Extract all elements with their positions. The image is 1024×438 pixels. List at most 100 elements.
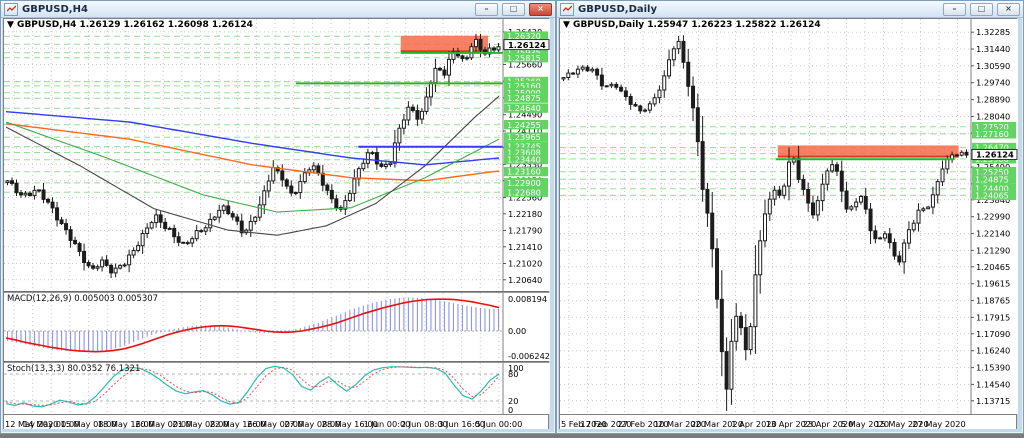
svg-text:1.22180: 1.22180 <box>508 209 542 219</box>
svg-text:26 May 00:00: 26 May 00:00 <box>247 419 303 429</box>
horizontal-lines[interactable] <box>295 51 503 148</box>
macd-axis[interactable]: 0.008194 0.00 -0.006242 <box>502 293 550 361</box>
svg-text:1.26470: 1.26470 <box>975 143 1009 153</box>
restore-button[interactable]: □ <box>970 2 993 16</box>
chart-window-daily[interactable]: GBPUSD,Daily – □ × 1.32285 1.31440 1.30590… <box>556 0 1024 434</box>
svg-text:22 May 16:00: 22 May 16:00 <box>210 419 266 429</box>
titlebar-h4[interactable]: GBPUSD,H4 – □ × <box>1 1 555 18</box>
svg-text:1.23965: 1.23965 <box>507 132 541 142</box>
pane-separator[interactable] <box>4 361 548 363</box>
time-axis-daily[interactable]: 5 Feb 2020 17 Feb 2020 27 Feb 2020 10 Mar 2… <box>560 414 1016 429</box>
svg-text:1.29740: 1.29740 <box>976 78 1010 88</box>
svg-text:5 Jun 00:00: 5 Jun 00:00 <box>475 419 522 429</box>
svg-text:1.24490: 1.24490 <box>508 110 542 120</box>
chart-window-icon <box>560 2 574 16</box>
svg-text:1.21790: 1.21790 <box>508 226 542 236</box>
price-axis[interactable]: 1.32285 1.31440 1.30590 1.29740 1.28890 1.280… <box>970 19 1018 414</box>
svg-text:1.18765: 1.18765 <box>976 296 1010 306</box>
price-chart-canvas-h4[interactable]: 1.264201.260401.256601.252701.248801.244… <box>4 19 550 291</box>
svg-text:1.17915: 1.17915 <box>976 312 1010 322</box>
close-button[interactable]: × <box>997 2 1020 16</box>
svg-text:1.27520: 1.27520 <box>975 122 1009 132</box>
chart-window-h4[interactable]: GBPUSD,H4 – □ × 1.264201.260401.256601.2… <box>0 0 556 434</box>
svg-text:1.20640: 1.20640 <box>508 275 542 285</box>
svg-text:1.17090: 1.17090 <box>976 329 1010 339</box>
svg-text:1.22560: 1.22560 <box>508 193 542 203</box>
minimize-button[interactable]: – <box>943 2 966 16</box>
price-chart-canvas-daily[interactable]: 1.32285 1.31440 1.30590 1.29740 1.28890 1.280… <box>560 19 1018 414</box>
svg-text:15 May 08:00: 15 May 08:00 <box>61 419 117 429</box>
svg-text:1.32285: 1.32285 <box>976 27 1010 37</box>
svg-text:1.16240: 1.16240 <box>976 346 1010 356</box>
window-title: GBPUSD,H4 <box>22 3 88 15</box>
svg-text:-0.006242: -0.006242 <box>508 351 550 361</box>
svg-text:100: 100 <box>508 363 524 373</box>
macd-canvas[interactable]: 0.008194 0.00 -0.006242 <box>4 293 550 361</box>
svg-text:1.24110: 1.24110 <box>508 126 542 136</box>
macd-pane[interactable]: 0.008194 0.00 -0.006242 MACD(12,26,9) 0.00… <box>4 293 550 361</box>
svg-text:1 Apr 2020: 1 Apr 2020 <box>731 419 776 429</box>
pane-separator[interactable] <box>4 291 548 293</box>
current-price-badge: 1.26124 <box>971 149 1018 160</box>
price-chart-daily[interactable]: 1.32285 1.31440 1.30590 1.29740 1.28890 1.280… <box>560 19 1018 414</box>
titlebar-daily[interactable]: GBPUSD,Daily – □ × <box>557 1 1023 18</box>
svg-text:27 Feb 2020: 27 Feb 2020 <box>618 419 669 429</box>
stochastic-pane[interactable]: 100 80 20 0 Stoch(13,3,3) 80.0352 76.1321 <box>4 363 550 414</box>
svg-text:0.008194: 0.008194 <box>508 294 547 304</box>
svg-text:1.23745: 1.23745 <box>507 142 541 152</box>
svg-text:10 Mar 2020: 10 Mar 2020 <box>654 419 706 429</box>
svg-text:3 Jun 16:00: 3 Jun 16:00 <box>438 419 485 429</box>
resistance-zone[interactable] <box>400 35 489 53</box>
svg-text:1.21410: 1.21410 <box>508 242 542 252</box>
svg-text:20 May 00:00: 20 May 00:00 <box>135 419 191 429</box>
svg-text:1.23440: 1.23440 <box>507 155 541 165</box>
svg-text:1.23608: 1.23608 <box>507 148 541 158</box>
stochastic-signal-line <box>5 366 500 407</box>
svg-text:1.22140: 1.22140 <box>976 229 1010 239</box>
svg-text:0: 0 <box>508 405 513 414</box>
svg-text:1.21290: 1.21290 <box>976 245 1010 255</box>
grid <box>4 293 503 361</box>
svg-text:1.24255: 1.24255 <box>507 120 541 130</box>
resistance-zone[interactable] <box>777 145 959 158</box>
svg-text:1.19615: 1.19615 <box>976 279 1010 289</box>
svg-text:1.14540: 1.14540 <box>976 379 1010 389</box>
minimize-button[interactable]: – <box>475 2 498 16</box>
chart-client-area-h4: 1.264201.260401.256601.252701.248801.244… <box>3 18 550 429</box>
svg-text:28 May 16:00: 28 May 16:00 <box>322 419 378 429</box>
svg-text:1.24640: 1.24640 <box>507 103 541 113</box>
svg-text:0.00: 0.00 <box>508 326 526 336</box>
svg-text:1.24875: 1.24875 <box>507 93 541 103</box>
chart-window-icon <box>4 2 18 16</box>
current-price-badge: 1.26124 <box>503 39 550 51</box>
svg-text:1.25000: 1.25000 <box>507 88 541 98</box>
close-button[interactable]: × <box>529 2 552 16</box>
svg-text:15 May 2020: 15 May 2020 <box>875 419 928 429</box>
svg-text:1.26124: 1.26124 <box>976 150 1014 160</box>
price-axis[interactable]: 1.264201.260401.256601.252701.248801.244… <box>502 19 550 291</box>
grid <box>560 19 971 414</box>
grid <box>4 19 503 291</box>
svg-text:1.25160: 1.25160 <box>507 81 541 91</box>
svg-text:13 Apr 2020: 13 Apr 2020 <box>766 419 817 429</box>
svg-text:12 May 2020: 12 May 2020 <box>5 419 58 429</box>
grid <box>4 363 503 414</box>
price-chart-h4[interactable]: 1.264201.260401.256601.252701.248801.244… <box>4 19 550 291</box>
svg-text:1.23160: 1.23160 <box>507 167 541 177</box>
svg-text:1.25660: 1.25660 <box>508 60 542 70</box>
stochastic-main-line <box>5 365 500 408</box>
svg-text:20: 20 <box>508 396 518 406</box>
support-resistance-levels <box>560 126 971 196</box>
svg-text:18 May 16:00: 18 May 16:00 <box>98 419 154 429</box>
time-axis-h4[interactable]: 12 May 2020 14 May 00:00 15 May 08:00 18 Ma… <box>4 414 548 429</box>
svg-text:1.25250: 1.25250 <box>975 167 1009 177</box>
macd-histogram <box>6 297 500 353</box>
window-title: GBPUSD,Daily <box>578 3 658 15</box>
chart-client-area-daily: 1.32285 1.31440 1.30590 1.29740 1.28890 1.280… <box>559 18 1018 429</box>
svg-text:1.24400: 1.24400 <box>975 184 1009 194</box>
restore-button[interactable]: □ <box>502 2 525 16</box>
